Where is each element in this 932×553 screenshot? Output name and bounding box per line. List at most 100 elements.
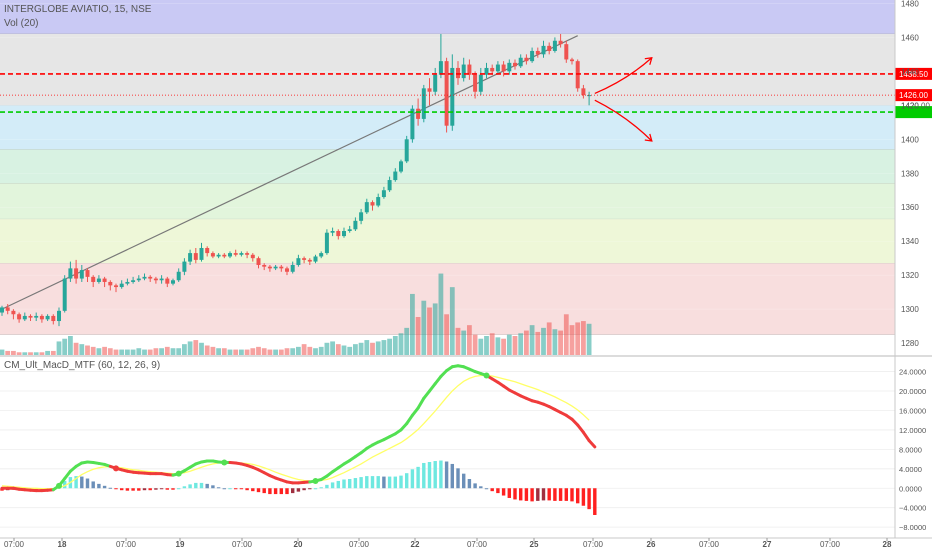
histogram-bar xyxy=(228,488,231,489)
volume-bar xyxy=(416,317,421,355)
histogram-bar xyxy=(519,488,522,500)
crossover-dot xyxy=(221,459,227,465)
volume-bar xyxy=(165,347,170,355)
candle-body xyxy=(274,267,278,269)
histogram-bar xyxy=(268,488,271,494)
price-level-label: 1426.00 xyxy=(899,91,928,100)
volume-bar xyxy=(148,350,153,355)
histogram-bar xyxy=(473,483,476,488)
time-tick-label: 28 xyxy=(883,540,892,549)
histogram-bar xyxy=(376,476,379,488)
histogram-bar xyxy=(342,480,345,489)
volume-bar xyxy=(22,352,27,355)
volume-bar xyxy=(188,341,193,355)
histogram-bar xyxy=(325,485,328,488)
candle-body xyxy=(165,279,169,284)
volume-bar xyxy=(444,314,449,355)
candle-body xyxy=(262,265,266,267)
signal-line[interactable] xyxy=(2,376,589,489)
candle-body xyxy=(97,279,101,282)
candle xyxy=(325,229,329,254)
histogram-bar xyxy=(479,486,482,488)
volume-bar xyxy=(382,340,387,355)
histogram-bar xyxy=(337,481,340,488)
background-bands xyxy=(0,0,895,335)
volume-bar xyxy=(268,350,273,355)
histogram-bar xyxy=(91,481,94,488)
zone-band xyxy=(0,183,895,219)
candle-body xyxy=(336,231,340,236)
indicator-legend[interactable]: CM_Ult_MacD_MTF (60, 12, 26, 9) xyxy=(4,360,160,371)
volume-bar xyxy=(193,340,198,355)
candle-body xyxy=(479,75,483,92)
histogram-bar xyxy=(365,476,368,488)
volume-bar xyxy=(501,339,506,355)
candle-body xyxy=(331,231,335,233)
histogram-bar xyxy=(217,487,220,488)
volume-bar xyxy=(34,352,39,355)
volume-bar xyxy=(330,341,335,355)
candle-body xyxy=(234,253,238,255)
volume-bar xyxy=(119,350,124,355)
macd-tick-label: 0.0000 xyxy=(899,484,922,493)
histogram-bar xyxy=(240,488,243,489)
symbol-title[interactable]: INTERGLOBE AVIATIO, 15, NSE xyxy=(4,4,151,15)
candle-body xyxy=(11,311,15,314)
histogram-bar xyxy=(291,488,294,493)
time-tick-label: 26 xyxy=(647,540,656,549)
macd-tick-label: 16.0000 xyxy=(899,406,926,415)
histogram-bar xyxy=(103,486,106,488)
candle-body xyxy=(57,311,61,321)
time-tick-label: 22 xyxy=(411,540,420,549)
candle-body xyxy=(211,253,215,256)
candle-body xyxy=(445,61,449,126)
candle-body xyxy=(410,109,414,140)
volume-bar xyxy=(558,331,563,355)
price-tick-label: 1400 xyxy=(901,135,919,144)
candle-body xyxy=(34,316,38,318)
histogram-bar xyxy=(114,488,117,489)
candle xyxy=(399,160,403,174)
macd-tick-label: −4.0000 xyxy=(899,504,926,513)
macd-line-segment xyxy=(407,415,413,423)
histogram-bar xyxy=(485,488,488,489)
candle-body xyxy=(148,277,152,279)
histogram-bar xyxy=(297,488,300,491)
macd-line-segment xyxy=(418,398,424,408)
volume-bar xyxy=(108,348,113,355)
histogram-bar xyxy=(405,473,408,488)
volume-bar xyxy=(74,343,79,355)
volume-bar xyxy=(17,352,22,355)
candle-body xyxy=(80,270,84,278)
volume-bar xyxy=(205,346,210,356)
histogram-bar xyxy=(348,479,351,488)
volume-legend[interactable]: Vol (20) xyxy=(4,18,38,29)
candle-body xyxy=(319,253,323,256)
histogram-bar xyxy=(274,488,277,494)
histogram-bar xyxy=(439,461,442,489)
volume-bar xyxy=(273,350,278,355)
histogram-bar xyxy=(496,488,499,493)
crossover-dot xyxy=(176,471,182,477)
volume-bar xyxy=(427,308,432,356)
candle-body xyxy=(490,68,494,71)
candle-body xyxy=(325,233,329,253)
volume-bar xyxy=(564,314,569,355)
candle-body xyxy=(160,279,164,281)
candle-body xyxy=(570,59,574,61)
volume-bar xyxy=(222,348,227,355)
candle-body xyxy=(279,267,283,269)
price-tick-label: 1480 xyxy=(901,0,919,8)
candle xyxy=(63,275,67,312)
histogram-bar xyxy=(553,488,556,501)
volume-bar xyxy=(496,337,501,355)
candle-body xyxy=(439,61,443,75)
volume-bar xyxy=(370,343,375,355)
volume-bar xyxy=(11,351,16,355)
candle-body xyxy=(217,255,221,257)
time-tick-label: 07:00 xyxy=(116,540,137,549)
candle-body xyxy=(29,316,33,318)
histogram-bar xyxy=(593,488,596,515)
time-tick-label: 07:00 xyxy=(820,540,841,549)
